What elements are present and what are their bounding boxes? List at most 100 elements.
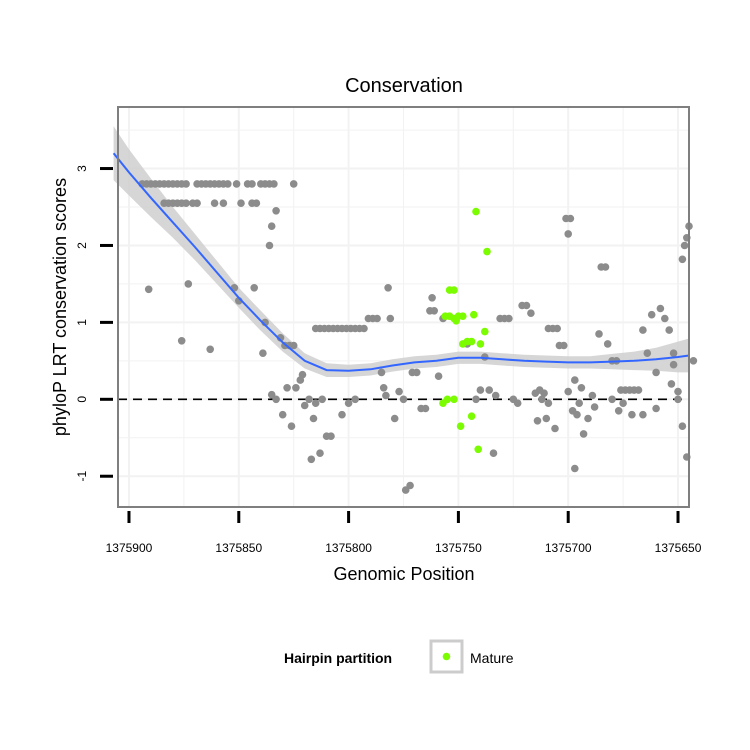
x-tick-label: 1375850 xyxy=(215,541,262,555)
data-point xyxy=(351,395,360,404)
data-point xyxy=(316,449,324,458)
data-point xyxy=(309,414,318,423)
data-point xyxy=(634,386,643,394)
data-point xyxy=(377,368,386,377)
data-point xyxy=(206,345,214,354)
data-point xyxy=(579,430,588,438)
mature-point xyxy=(450,286,458,294)
data-point xyxy=(639,410,647,419)
data-point xyxy=(577,384,586,392)
y-tick-label: -1 xyxy=(75,471,89,482)
x-axis-title: Genomic Position xyxy=(333,564,474,584)
data-point xyxy=(434,372,443,381)
legend: Hairpin partition Mature xyxy=(284,639,514,674)
y-axis: -1 0 1 2 3 xyxy=(75,165,113,482)
data-point xyxy=(667,380,676,388)
data-point xyxy=(182,199,190,207)
x-tick-label: 1375900 xyxy=(106,541,153,555)
mature-point xyxy=(467,337,476,346)
data-point xyxy=(360,324,368,333)
y-tick-label: 2 xyxy=(75,242,89,249)
data-point xyxy=(652,404,660,413)
confidence-band xyxy=(113,126,690,377)
data-point xyxy=(287,422,296,431)
data-point xyxy=(689,357,698,365)
legend-label-mature: Mature xyxy=(470,650,514,666)
data-point xyxy=(289,341,298,350)
data-point xyxy=(219,199,228,207)
x-tick-label: 1375650 xyxy=(655,541,702,555)
data-point xyxy=(298,370,307,379)
data-point xyxy=(588,391,597,400)
data-point xyxy=(575,399,583,408)
data-point xyxy=(601,263,610,271)
mature-point xyxy=(472,207,480,216)
data-point xyxy=(603,340,612,348)
data-points xyxy=(138,180,698,494)
data-point xyxy=(390,414,399,423)
data-point xyxy=(382,391,390,400)
data-point xyxy=(144,285,153,294)
data-point xyxy=(513,399,522,408)
data-point xyxy=(430,307,439,315)
data-point xyxy=(590,403,599,411)
data-point xyxy=(184,280,193,288)
data-point xyxy=(252,199,261,207)
data-point xyxy=(311,399,320,408)
data-point xyxy=(566,214,575,223)
data-point xyxy=(248,180,256,188)
data-point xyxy=(318,395,327,404)
data-point xyxy=(395,387,403,396)
mature-point xyxy=(467,412,476,421)
data-point xyxy=(571,376,579,384)
data-point xyxy=(669,349,678,358)
mature-point xyxy=(452,317,461,325)
data-point xyxy=(678,422,687,431)
mature-point xyxy=(459,340,467,348)
data-point xyxy=(678,255,687,264)
mature-point xyxy=(456,422,465,431)
x-tick-label: 1375750 xyxy=(435,541,482,555)
data-point xyxy=(344,399,353,408)
data-point xyxy=(584,414,592,423)
data-point xyxy=(652,368,660,377)
data-point xyxy=(614,407,623,415)
data-point xyxy=(639,326,647,334)
data-point xyxy=(210,199,219,207)
data-point xyxy=(250,284,258,292)
data-point xyxy=(270,180,278,188)
data-point xyxy=(327,432,335,441)
mature-point xyxy=(476,340,485,348)
data-point xyxy=(399,395,408,404)
plot-panel xyxy=(112,106,698,508)
data-point xyxy=(674,395,682,404)
data-point xyxy=(182,180,190,188)
mature-point xyxy=(470,310,478,319)
mature-point xyxy=(450,395,458,404)
data-point xyxy=(272,207,280,215)
data-point xyxy=(538,395,546,404)
mature-point xyxy=(474,445,483,454)
chart-title: Conservation xyxy=(345,75,463,97)
data-point xyxy=(292,384,300,392)
data-point xyxy=(564,387,572,396)
y-tick-label: 1 xyxy=(75,319,89,326)
x-axis: 1375900 1375850 1375800 1375750 1375700 13756… xyxy=(106,511,702,555)
data-point xyxy=(193,199,201,207)
data-point xyxy=(505,314,513,323)
data-point xyxy=(472,395,480,404)
data-point xyxy=(647,310,656,319)
data-point xyxy=(428,294,436,302)
data-point xyxy=(595,330,603,338)
data-point xyxy=(540,389,548,398)
data-point xyxy=(669,360,678,369)
data-point xyxy=(628,410,636,419)
y-tick-label: 3 xyxy=(75,165,89,172)
data-point xyxy=(305,395,313,404)
data-point xyxy=(560,341,568,350)
data-point xyxy=(564,230,572,238)
data-point xyxy=(553,324,561,333)
data-point xyxy=(265,241,274,250)
data-point xyxy=(489,449,498,458)
